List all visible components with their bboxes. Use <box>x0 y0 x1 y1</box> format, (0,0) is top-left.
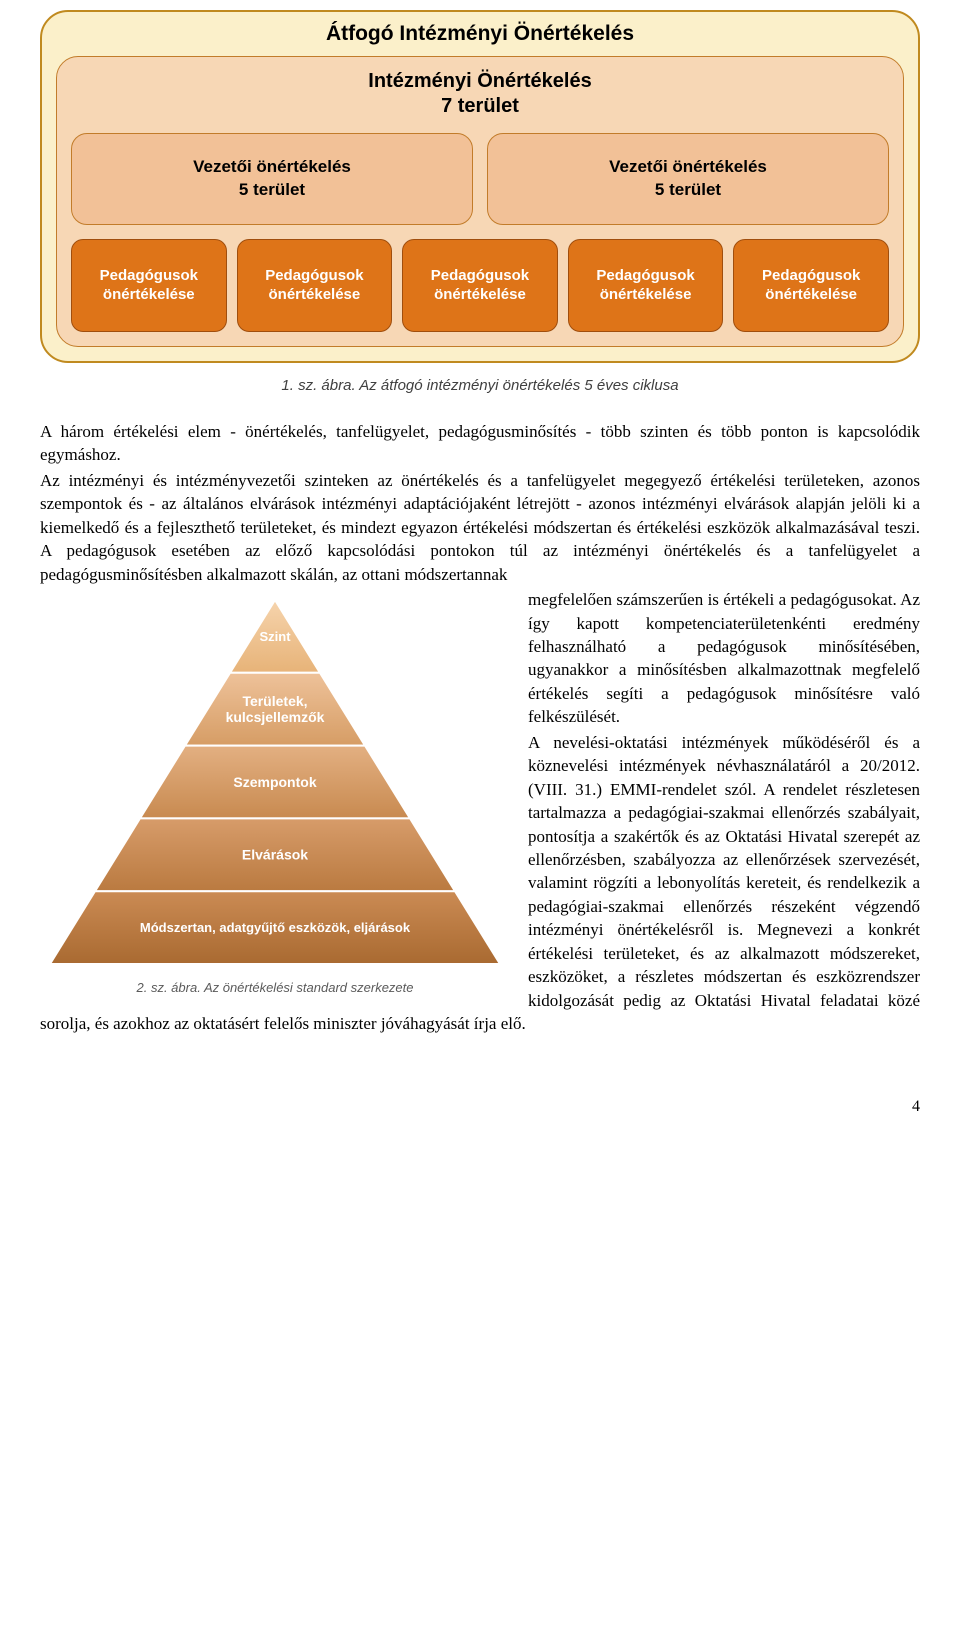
pyramid-svg-container: Szint Területek,kulcsjellemzők Szempontok E… <box>40 594 510 974</box>
svg-text:kulcsjellemzők: kulcsjellemzők <box>226 709 325 725</box>
diagram-mid-row: Vezetői önértékelés5 területVezetői önér… <box>71 133 889 225</box>
svg-text:Területek,: Területek, <box>242 693 307 709</box>
pyramid-caption: 2. sz. ábra. Az önértékelési standard sz… <box>40 980 510 995</box>
diagram-bottom-box: Pedagógusokönértékelése <box>568 239 724 332</box>
pyramid-figure: Szint Területek,kulcsjellemzők Szempontok E… <box>40 594 510 995</box>
page-number: 4 <box>40 1098 920 1116</box>
diagram-bottom-box: Pedagógusokönértékelése <box>402 239 558 332</box>
diagram-bottom-box: Pedagógusokönértékelése <box>733 239 889 332</box>
diagram-outer-title: Átfogó Intézményi Önértékelés <box>56 22 904 46</box>
svg-text:Elvárások: Elvárások <box>242 847 308 863</box>
diagram-mid-box: Vezetői önértékelés5 terület <box>71 133 473 225</box>
diagram-bottom-box: Pedagógusokönértékelése <box>71 239 227 332</box>
diagram1-caption: 1. sz. ábra. Az átfogó intézményi önérté… <box>40 377 920 394</box>
diagram-inner-box: Intézményi Önértékelés7 terület Vezetői … <box>56 56 904 347</box>
diagram-bottom-box: Pedagógusokönértékelése <box>237 239 393 332</box>
diagram-inner-title: Intézményi Önértékelés7 terület <box>71 69 889 119</box>
paragraph-2-lead: Az intézményi és intézményvezetői szinte… <box>40 469 920 586</box>
diagram-mid-box: Vezetői önértékelés5 terület <box>487 133 889 225</box>
diagram-bottom-row: PedagógusokönértékelésePedagógusokönérté… <box>71 239 889 332</box>
svg-text:Szint: Szint <box>259 629 291 644</box>
diagram-overarching-box: Átfogó Intézményi Önértékelés Intézményi… <box>40 10 920 363</box>
wrapped-text-block: Szint Területek,kulcsjellemzők Szempontok E… <box>40 588 920 1038</box>
svg-text:Szempontok: Szempontok <box>233 774 316 790</box>
paragraph-1: A három értékelési elem - önértékelés, t… <box>40 420 920 467</box>
svg-text:Módszertan, adatgyűjtő eszközö: Módszertan, adatgyűjtő eszközök, eljárás… <box>140 920 411 935</box>
